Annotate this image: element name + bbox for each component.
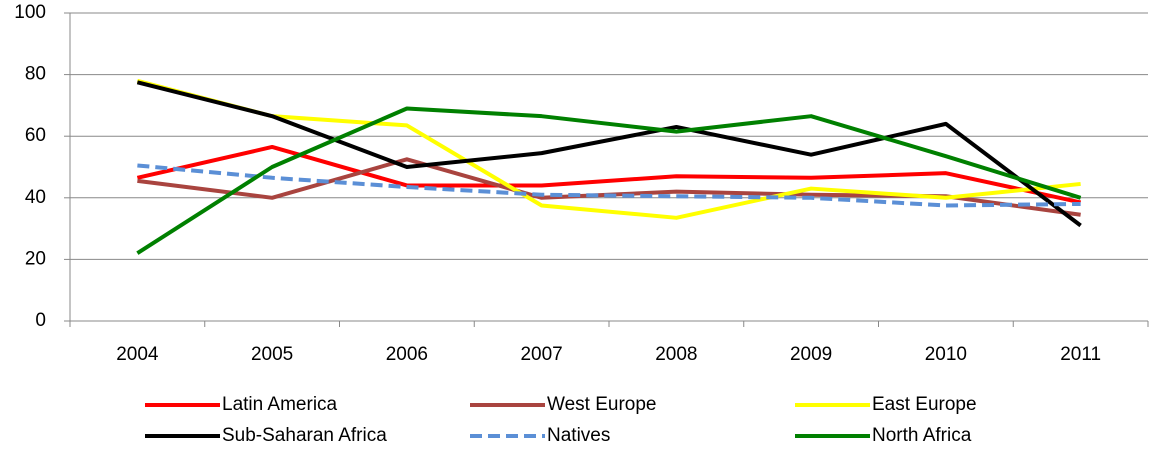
data-line — [136, 144, 1082, 205]
y-tick-label: 100 — [14, 2, 46, 23]
data-line — [136, 78, 1081, 220]
x-tick-label: 2008 — [655, 344, 697, 365]
data-line — [137, 163, 1081, 208]
x-tick-label: 2004 — [116, 344, 159, 365]
y-tick-label: 20 — [25, 248, 46, 269]
data-line — [136, 80, 1082, 228]
x-tick-label: 2010 — [925, 344, 967, 365]
legend-label: North Africa — [872, 425, 972, 446]
x-tick-label: 2011 — [1060, 344, 1101, 365]
x-tick-label: 2006 — [386, 344, 428, 365]
legend-label: West Europe — [547, 394, 656, 415]
x-tick-label: 2005 — [251, 344, 293, 365]
x-tick-label: 2007 — [520, 344, 562, 365]
data-line — [136, 106, 1082, 255]
y-tick-label: 60 — [25, 125, 46, 146]
x-tick-label: 2009 — [790, 344, 832, 365]
legend-label: Natives — [547, 425, 610, 446]
y-tick-label: 80 — [25, 64, 46, 85]
legend-label: East Europe — [872, 394, 977, 415]
y-tick-label: 0 — [35, 310, 46, 331]
legend-label: Sub-Saharan Africa — [222, 425, 387, 446]
legend-label: Latin America — [222, 394, 338, 415]
y-tick-label: 40 — [25, 187, 46, 208]
